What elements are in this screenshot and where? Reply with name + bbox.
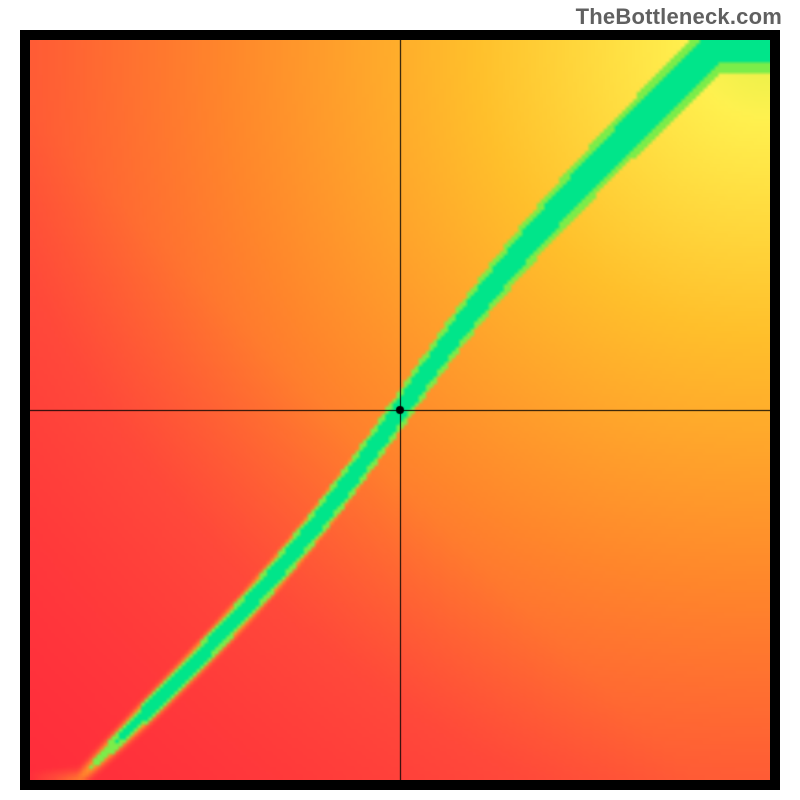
chart-container: TheBottleneck.com xyxy=(0,0,800,800)
heatmap-canvas xyxy=(30,40,770,780)
plot-frame xyxy=(20,30,780,790)
watermark-text: TheBottleneck.com xyxy=(576,4,782,30)
